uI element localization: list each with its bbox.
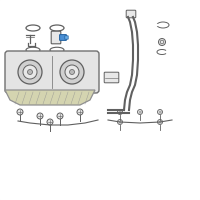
Polygon shape <box>5 90 95 105</box>
Circle shape <box>118 110 122 114</box>
Circle shape <box>47 119 53 125</box>
Circle shape <box>18 60 42 84</box>
Circle shape <box>158 38 166 46</box>
Circle shape <box>37 113 43 119</box>
Circle shape <box>28 70 32 74</box>
Circle shape <box>60 60 84 84</box>
FancyBboxPatch shape <box>104 72 119 83</box>
Circle shape <box>158 110 162 114</box>
Circle shape <box>77 109 83 115</box>
FancyBboxPatch shape <box>51 31 61 44</box>
FancyBboxPatch shape <box>60 35 66 40</box>
Circle shape <box>118 119 122 124</box>
FancyBboxPatch shape <box>126 10 136 18</box>
Circle shape <box>23 65 37 79</box>
FancyBboxPatch shape <box>5 51 99 93</box>
FancyBboxPatch shape <box>65 36 68 39</box>
Circle shape <box>138 110 142 114</box>
Circle shape <box>70 70 74 74</box>
Circle shape <box>65 65 79 79</box>
Circle shape <box>158 119 162 124</box>
Circle shape <box>17 109 23 115</box>
Circle shape <box>57 113 63 119</box>
